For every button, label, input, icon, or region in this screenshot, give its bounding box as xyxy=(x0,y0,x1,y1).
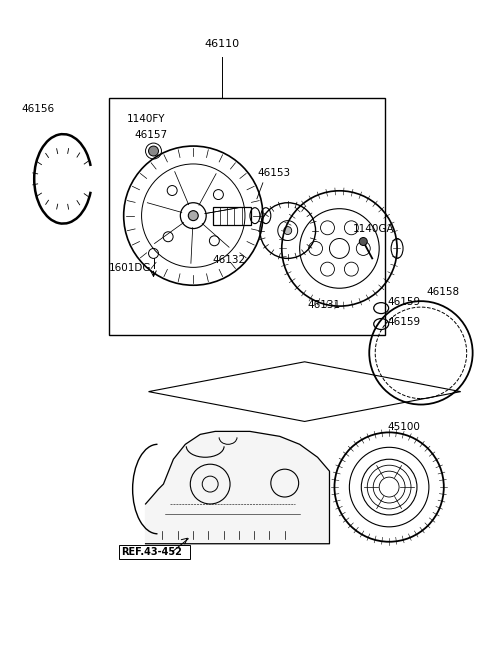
Text: 45100: 45100 xyxy=(387,422,420,432)
Text: 46157: 46157 xyxy=(134,130,168,140)
Circle shape xyxy=(284,227,292,234)
Text: 46156: 46156 xyxy=(21,104,54,114)
Circle shape xyxy=(148,146,158,156)
Text: 46159: 46159 xyxy=(387,297,420,307)
Text: 1601DG: 1601DG xyxy=(109,263,151,273)
Bar xyxy=(119,545,190,559)
Circle shape xyxy=(360,238,367,246)
Text: 46153: 46153 xyxy=(258,168,291,178)
Text: 46132: 46132 xyxy=(212,255,245,265)
Text: 1140GA: 1140GA xyxy=(352,223,394,234)
Text: REF.43-452: REF.43-452 xyxy=(120,547,181,557)
Text: 46110: 46110 xyxy=(204,39,240,48)
Bar xyxy=(109,98,385,335)
Text: 46158: 46158 xyxy=(427,287,460,297)
Text: 46131: 46131 xyxy=(308,300,341,310)
Circle shape xyxy=(188,211,198,221)
Text: 1140FY: 1140FY xyxy=(127,114,165,124)
Polygon shape xyxy=(145,432,329,544)
Bar xyxy=(213,207,251,225)
Text: 46159: 46159 xyxy=(387,317,420,327)
